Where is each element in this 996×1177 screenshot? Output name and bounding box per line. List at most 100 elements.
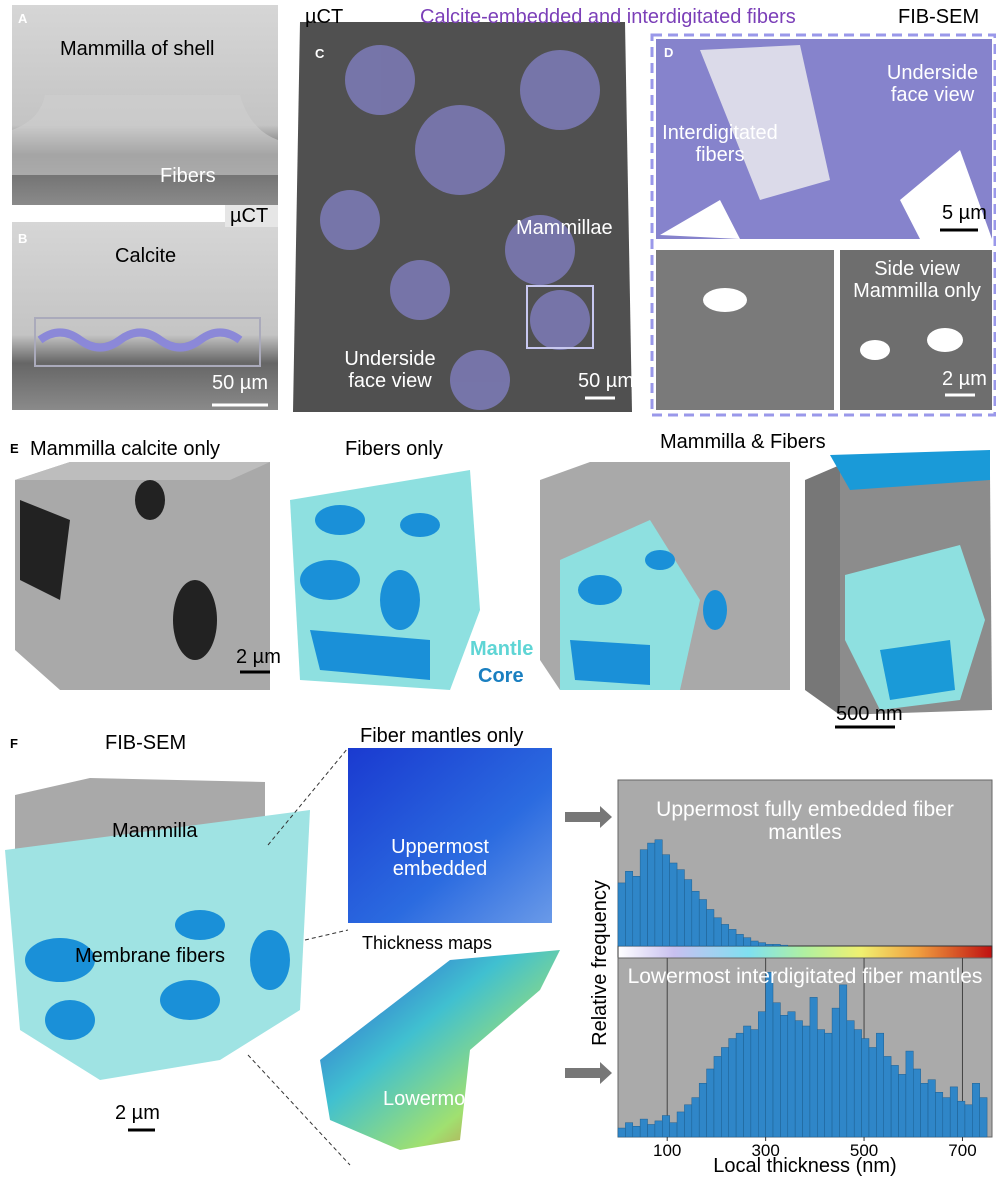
bar <box>699 900 706 946</box>
figure: 100300500700 A Mammilla of shell Fibers … <box>0 0 996 1177</box>
bar <box>648 843 655 946</box>
bar <box>684 880 691 946</box>
side-image-left <box>656 250 834 410</box>
bar <box>655 840 662 946</box>
colorbar <box>618 946 992 958</box>
label: Mammilla & Fibers <box>660 431 826 453</box>
scale-label: 5 µm <box>942 202 987 224</box>
label: Lowermost <box>383 1088 481 1110</box>
bar <box>618 1128 625 1137</box>
legend-core: Core <box>478 665 524 687</box>
bar <box>670 863 677 946</box>
bar <box>736 934 743 946</box>
bar <box>751 941 758 946</box>
label: Fiber mantles only <box>360 725 523 747</box>
mammilla-shape <box>12 95 278 175</box>
label: Uppermost embedded <box>380 836 500 880</box>
bar <box>625 1123 632 1137</box>
label: Membrane fibers <box>75 945 225 967</box>
bar <box>736 1033 743 1137</box>
bar <box>751 1030 758 1137</box>
bar <box>876 1033 883 1137</box>
bar <box>825 1033 832 1137</box>
bar <box>633 1126 640 1137</box>
scale-label: 2 µm <box>236 646 281 668</box>
bar <box>721 924 728 946</box>
panel-letter: D <box>664 46 673 60</box>
bar <box>958 1101 965 1137</box>
scale-label: 2 µm <box>115 1102 160 1124</box>
bar <box>972 1083 979 1137</box>
bar <box>707 1069 714 1137</box>
bar <box>684 1105 691 1137</box>
bar <box>640 1119 647 1137</box>
bar <box>780 1015 787 1137</box>
bar <box>832 1008 839 1137</box>
label: Mammilla calcite only <box>30 438 220 460</box>
panel-letter: C <box>315 47 324 61</box>
label: Interdigitated fibers <box>650 122 790 166</box>
bar <box>773 1003 780 1137</box>
bar <box>943 1098 950 1137</box>
void <box>927 328 963 352</box>
bar <box>625 871 632 946</box>
bar <box>847 1021 854 1137</box>
figure-title: Calcite-embedded and interdigitated fibe… <box>420 6 796 28</box>
method-label: µCT <box>230 205 268 227</box>
bar <box>862 1039 869 1137</box>
x-axis-label: Local thickness (nm) <box>618 1155 992 1177</box>
bar <box>743 1026 750 1137</box>
label: Mammilla of shell <box>60 38 214 60</box>
bar <box>773 944 780 946</box>
bar <box>950 1087 957 1137</box>
bar <box>906 1051 913 1137</box>
arrow <box>565 1062 612 1084</box>
bar <box>655 1121 662 1137</box>
scale-label: 50 µm <box>212 372 268 394</box>
bar <box>618 883 625 946</box>
side-cube <box>805 465 840 715</box>
cube-top <box>15 462 270 480</box>
label: Mammilla <box>112 820 198 842</box>
arrow <box>565 806 612 828</box>
bar <box>729 929 736 946</box>
leader <box>305 930 348 940</box>
label: Underside face view <box>875 62 990 106</box>
label: Thickness maps <box>362 934 492 954</box>
panel-letter: A <box>18 12 27 26</box>
bar <box>758 1012 765 1137</box>
figure-art: 100300500700 <box>0 0 996 1177</box>
bar <box>766 944 773 946</box>
bar <box>803 1026 810 1137</box>
bar <box>854 1030 861 1137</box>
scale-label: 500 nm <box>836 703 903 725</box>
panel-letter: E <box>10 442 19 456</box>
label: Mammillae <box>516 217 613 239</box>
panel-letter: B <box>18 232 27 246</box>
void <box>860 340 890 360</box>
bar <box>891 1065 898 1137</box>
method-label: FIB-SEM <box>105 732 186 754</box>
bar <box>677 870 684 946</box>
bar <box>677 1112 684 1137</box>
label: Side view Mammilla only <box>842 258 992 302</box>
bar <box>743 938 750 946</box>
bar <box>817 1030 824 1137</box>
label: Calcite <box>115 245 176 267</box>
chart-title: Lowermost interdigitated fiber mantles <box>625 965 985 988</box>
bar <box>729 1039 736 1137</box>
label: Fibers only <box>345 438 443 460</box>
bar <box>721 1048 728 1138</box>
bar <box>699 1083 706 1137</box>
label: Underside face view <box>330 348 450 392</box>
bar <box>965 1105 972 1137</box>
bar <box>913 1069 920 1137</box>
y-axis-label: Relative frequency <box>589 873 611 1053</box>
bar <box>899 1074 906 1137</box>
bar <box>714 918 721 946</box>
scale-label: 50 µm <box>578 370 634 392</box>
bar <box>692 1098 699 1137</box>
bar <box>766 972 773 1137</box>
method-label: FIB-SEM <box>898 6 979 28</box>
bar <box>648 1124 655 1137</box>
